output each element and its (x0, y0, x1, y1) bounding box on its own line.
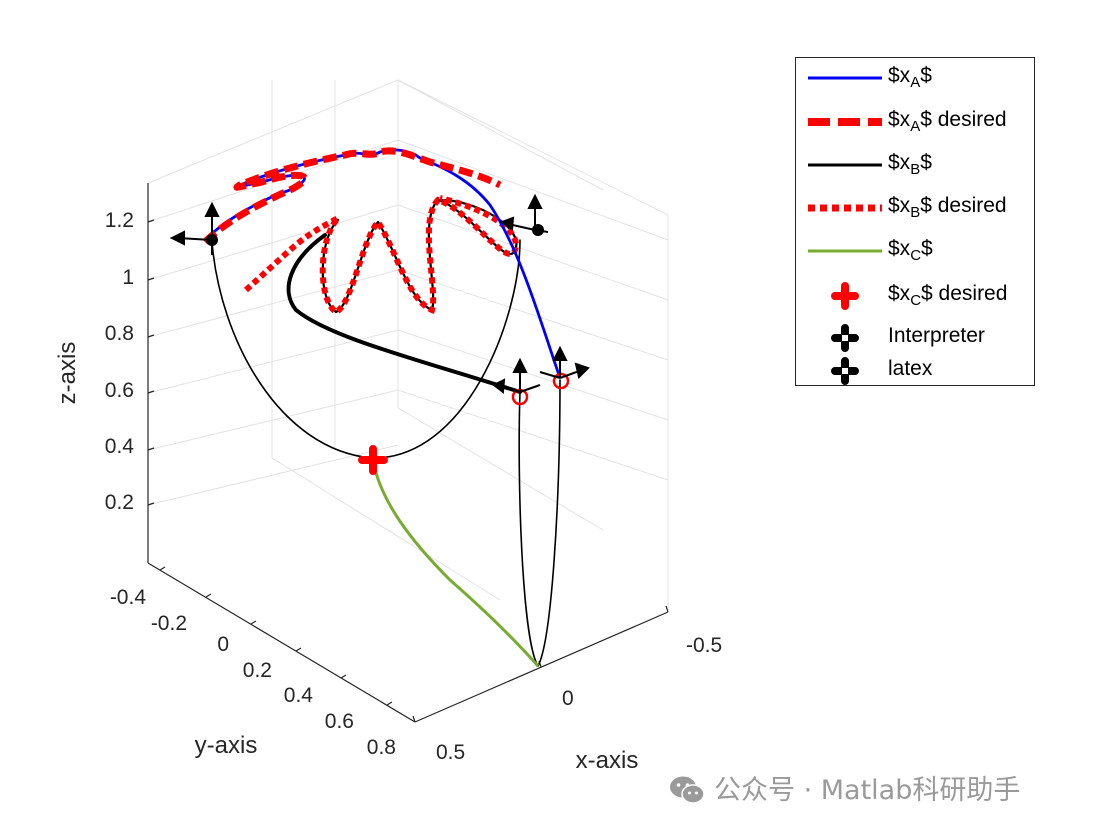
y-axis-label: y-axis (195, 732, 258, 759)
legend-marker-black-cross (831, 324, 859, 352)
series-xc (371, 459, 540, 667)
z-tick-label: 1.2 (105, 209, 134, 232)
legend-item-latex: latex (796, 353, 1034, 389)
arrow-frame-right (499, 193, 549, 236)
watermark-text: 公众号 · Matlab科研助手 (714, 775, 1021, 806)
axes-lines (147, 183, 669, 723)
legend-label: $xB$ (888, 151, 932, 179)
x-tick-label: 0.5 (436, 741, 465, 764)
y-tick-label: 0.4 (284, 684, 314, 707)
legend-line-dotted-red (808, 204, 882, 212)
tick-marks (147, 219, 669, 723)
legend-line-solid-blue (808, 76, 882, 80)
y-tick-label: 0 (217, 633, 229, 656)
legend-marker-red-cross (831, 282, 859, 310)
watermark: 公众号 · Matlab科研助手 (668, 768, 1020, 807)
z-tick-label: 1 (122, 266, 134, 289)
legend-label: latex (888, 357, 933, 380)
xc-desired-marker (358, 445, 388, 475)
y-tick-label: 0.6 (325, 710, 354, 733)
legend-line-dashed-red (808, 118, 882, 126)
arrow-frame-left (169, 201, 220, 255)
legend-item-xc-desired: $xC$ desired (796, 278, 1034, 314)
z-tick-label: 0.4 (105, 435, 135, 458)
z-axis-label: z-axis (54, 342, 81, 405)
z-tick-label: 0.8 (105, 322, 134, 345)
z-tick-label: 0.6 (105, 379, 134, 402)
series-xb (211, 198, 561, 667)
legend-item-xb-desired: $xB$ desired (796, 190, 1034, 226)
z-tick-label: 0.2 (105, 491, 134, 514)
legend-marker-black-cross (831, 357, 859, 385)
xb-arc-path (211, 239, 521, 459)
legend-item-interpreter: Interpreter (796, 320, 1034, 356)
y-tick-label: 0.2 (243, 659, 272, 682)
legend-item-xa-desired: $xA$ desired (796, 104, 1034, 140)
y-tick-label: -0.4 (110, 586, 147, 609)
xb-transfer-path (518, 379, 561, 667)
legend-label: $xB$ desired (888, 194, 1007, 222)
arrow-frame-mid (492, 357, 541, 394)
legend-item-xc: $xC$ (796, 233, 1034, 269)
legend-label: Interpreter (888, 324, 985, 347)
x-tick-label: -0.5 (686, 634, 722, 657)
frame-arrows (169, 193, 590, 394)
x-tick-label: 0 (562, 687, 574, 710)
series-xb-desired (243, 195, 519, 316)
legend-label: $xA$ (888, 64, 932, 92)
arrow-frame-end (539, 345, 590, 379)
legend-label: $xC$ (888, 237, 933, 265)
wechat-icon (670, 776, 705, 804)
series-xa-desired (202, 147, 502, 245)
x-axis-label: x-axis (576, 747, 639, 774)
grid-lines (147, 79, 669, 612)
legend-label: $xC$ desired (888, 282, 1008, 310)
y-tick-label: 0.8 (367, 736, 396, 759)
legend-item-xa: $xA$ (796, 60, 1034, 96)
legend-line-solid-green (808, 249, 882, 253)
legend: $xA$ $xA$ desired $xB$ $xB$ desired $xC$… (795, 57, 1035, 386)
legend-item-xb: $xB$ (796, 147, 1034, 183)
xb-transfer-path (286, 233, 522, 394)
legend-line-solid-black (808, 163, 882, 167)
legend-label: $xA$ desired (888, 108, 1007, 136)
y-tick-label: -0.2 (151, 612, 187, 635)
